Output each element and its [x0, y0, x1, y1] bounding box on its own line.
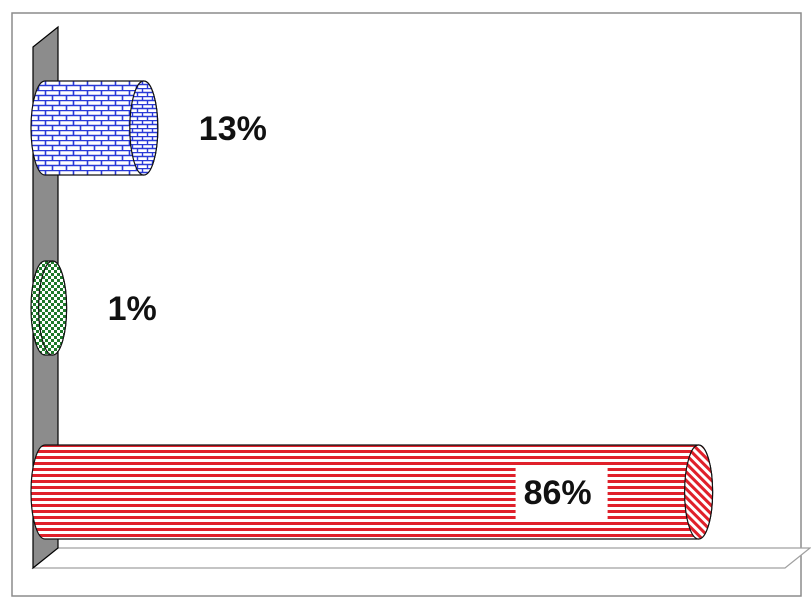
bar-end-cap: [129, 80, 159, 176]
data-label-text: 13%: [199, 110, 267, 148]
chart-floor: [31, 547, 811, 569]
data-label-1pct: 1%: [108, 290, 157, 328]
bar-13pct: [30, 80, 159, 176]
bars-layer: 13% 1% 86%: [30, 80, 714, 540]
bar-end-cap: [683, 444, 714, 540]
data-label-text: 1%: [108, 290, 157, 328]
bar-1pct: [30, 260, 68, 356]
data-label-86pct: 86%: [515, 465, 608, 519]
bar-end-cap: [37, 260, 68, 356]
data-label-13pct: 13%: [199, 110, 267, 148]
bar-body: [30, 444, 714, 540]
data-label-text: 86%: [524, 474, 592, 512]
bar-86pct: [30, 444, 714, 540]
